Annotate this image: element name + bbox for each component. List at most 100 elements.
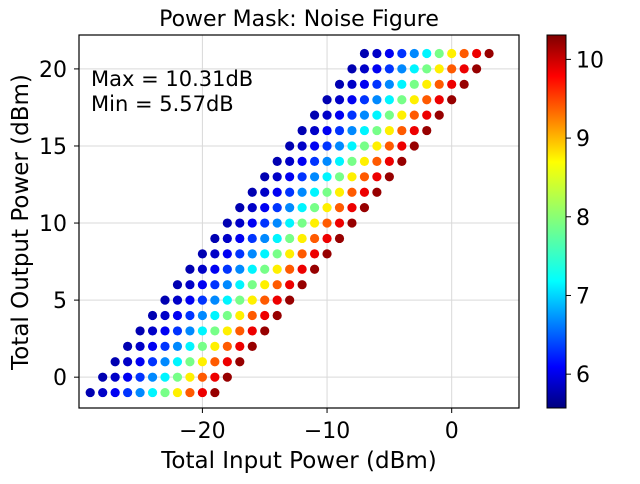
data-point — [147, 372, 158, 382]
colorbar-tick-label: 6 — [576, 363, 590, 388]
data-point — [334, 233, 345, 244]
data-point — [397, 64, 407, 74]
data-point — [384, 172, 394, 182]
data-point — [334, 141, 345, 151]
data-point — [347, 125, 357, 136]
data-point — [247, 218, 257, 228]
data-point — [334, 156, 345, 166]
data-point — [297, 233, 307, 244]
data-point — [347, 141, 357, 151]
data-point — [285, 233, 295, 244]
data-point — [309, 172, 320, 182]
data-point — [297, 218, 307, 228]
data-point — [459, 48, 469, 59]
data-point — [247, 310, 257, 321]
data-point — [285, 172, 295, 182]
data-point — [372, 172, 382, 182]
data-point — [222, 280, 232, 290]
data-point — [185, 295, 195, 305]
data-point — [235, 249, 245, 259]
data-point — [447, 48, 457, 59]
data-point — [309, 203, 320, 213]
data-point — [347, 172, 357, 182]
data-point — [397, 95, 407, 105]
data-point — [297, 203, 307, 213]
data-point — [85, 387, 95, 398]
data-point — [260, 295, 270, 305]
data-point — [123, 372, 133, 382]
y-axis-ticks: 0 5 10 15 20 — [39, 58, 79, 391]
data-point — [197, 341, 207, 351]
data-point — [147, 310, 158, 321]
data-point — [322, 172, 332, 182]
data-point — [347, 95, 357, 105]
data-point — [135, 326, 145, 336]
y-tick-label: 5 — [53, 289, 67, 314]
data-point — [384, 48, 394, 59]
data-point — [285, 295, 295, 305]
data-point — [397, 125, 407, 136]
data-point — [235, 357, 245, 367]
data-point — [260, 280, 270, 290]
data-point — [260, 187, 270, 197]
colorbar-tick-label: 8 — [576, 206, 590, 231]
data-point — [235, 233, 245, 244]
data-point — [210, 249, 220, 259]
data-point — [123, 341, 133, 351]
data-point — [210, 295, 220, 305]
data-point — [197, 387, 207, 398]
data-point — [247, 326, 257, 336]
data-point — [247, 280, 257, 290]
data-point — [247, 295, 257, 305]
data-point — [347, 156, 357, 166]
data-point — [210, 233, 220, 244]
data-point — [172, 387, 183, 398]
data-point — [160, 357, 170, 367]
data-point — [447, 79, 457, 89]
data-point — [272, 203, 282, 213]
data-point — [447, 95, 457, 105]
x-tick-label: −10 — [304, 419, 350, 444]
data-point — [285, 141, 295, 151]
data-point — [384, 110, 394, 120]
data-point — [322, 203, 332, 213]
data-point — [372, 141, 382, 151]
x-tick-label: −20 — [179, 419, 225, 444]
data-point — [422, 48, 432, 59]
data-point — [160, 295, 170, 305]
data-point — [359, 95, 370, 105]
data-point — [422, 110, 432, 120]
data-point — [222, 341, 232, 351]
data-point — [272, 295, 282, 305]
data-point — [309, 187, 320, 197]
data-point — [384, 64, 394, 74]
data-point — [409, 125, 419, 136]
data-point — [222, 218, 232, 228]
data-point — [347, 64, 357, 74]
data-point — [147, 357, 158, 367]
data-point — [434, 79, 444, 89]
data-point — [172, 280, 183, 290]
data-point — [359, 110, 370, 120]
data-point — [334, 172, 345, 182]
data-point — [197, 295, 207, 305]
data-point — [334, 125, 345, 136]
data-point — [372, 95, 382, 105]
y-axis-label: Total Output Power (dBm) — [8, 74, 34, 371]
data-point — [359, 203, 370, 213]
data-point — [260, 310, 270, 321]
colorbar — [546, 34, 567, 409]
data-point — [359, 125, 370, 136]
data-point — [160, 372, 170, 382]
data-point — [135, 357, 145, 367]
data-point — [459, 64, 469, 74]
data-point — [309, 218, 320, 228]
colorbar-tick-label: 7 — [576, 284, 590, 309]
data-point — [309, 249, 320, 259]
data-point — [235, 326, 245, 336]
y-tick-label: 0 — [53, 366, 67, 391]
data-point — [210, 372, 220, 382]
data-point — [210, 341, 220, 351]
annotation-min: Min = 5.57dB — [91, 92, 234, 116]
data-point — [222, 249, 232, 259]
